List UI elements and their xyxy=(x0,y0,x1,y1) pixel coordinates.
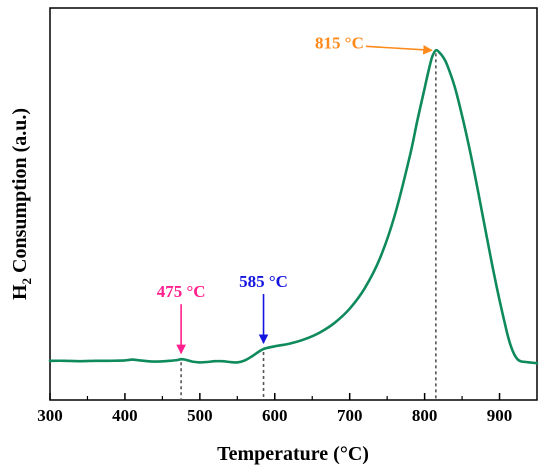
x-tick-label: 400 xyxy=(112,406,138,425)
x-tick-label: 600 xyxy=(262,406,288,425)
x-tick-label: 900 xyxy=(487,406,513,425)
annotation-arrow xyxy=(365,45,433,55)
x-tick-label: 800 xyxy=(412,406,438,425)
annotation-label: 585 °C xyxy=(239,272,288,291)
annotation-label: 815 °C xyxy=(315,33,364,52)
y-axis-title: H2 Consumption (a.u.) xyxy=(9,108,34,300)
peak-annotations: 475 °C 585 °C 815 °C xyxy=(157,33,433,355)
plot-frame xyxy=(49,7,538,401)
annotation-label: 475 °C xyxy=(157,282,206,301)
x-tick-label: 300 xyxy=(37,406,63,425)
x-tick-label: 500 xyxy=(187,406,213,425)
x-axis-tick-labels: 300 400 500 600 700 800 900 xyxy=(37,406,512,425)
y-axis-title-h: H xyxy=(9,284,31,300)
h2-consumption-line xyxy=(48,48,539,365)
peak-droplines xyxy=(180,53,437,400)
x-axis-ticks xyxy=(49,393,501,400)
y-axis-title-rest: Consumption (a.u.) xyxy=(9,108,31,278)
x-axis-title: Temperature (°C) xyxy=(217,443,369,465)
x-tick-label: 700 xyxy=(337,406,363,425)
y-axis-title-subscript: 2 xyxy=(19,278,34,285)
